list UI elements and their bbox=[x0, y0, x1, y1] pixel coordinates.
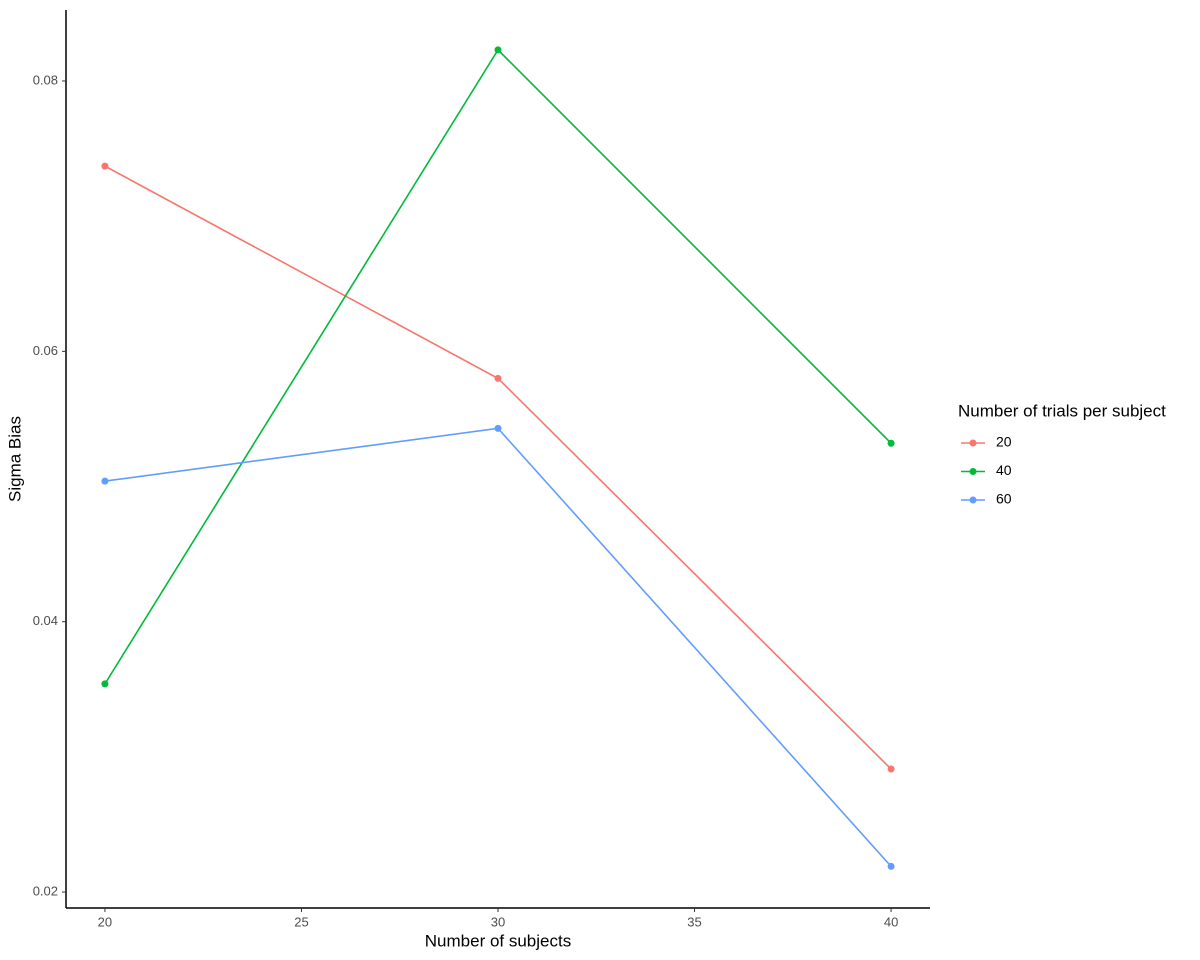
x-tick-label: 30 bbox=[491, 914, 505, 929]
x-tick-label: 25 bbox=[294, 914, 308, 929]
data-point bbox=[494, 424, 502, 432]
series-line bbox=[104, 165, 892, 770]
data-point bbox=[887, 862, 895, 870]
data-point bbox=[494, 374, 502, 382]
data-point bbox=[101, 477, 109, 485]
legend-label: 20 bbox=[996, 434, 1012, 450]
data-point bbox=[101, 162, 109, 170]
data-point bbox=[887, 765, 895, 773]
data-point bbox=[101, 680, 109, 688]
series-line bbox=[104, 48, 892, 685]
legend-title: Number of trials per subject bbox=[958, 401, 1166, 420]
legend-label: 40 bbox=[996, 462, 1012, 478]
x-tick-label: 20 bbox=[98, 914, 112, 929]
y-tick-label: 0.08 bbox=[33, 72, 58, 87]
y-axis-title: Sigma Bias bbox=[5, 416, 24, 502]
data-point bbox=[494, 46, 502, 54]
legend-label: 60 bbox=[996, 491, 1012, 507]
legend-key-point bbox=[969, 496, 977, 504]
y-tick-label: 0.06 bbox=[33, 343, 58, 358]
data-point bbox=[887, 439, 895, 447]
x-axis-title: Number of subjects bbox=[425, 931, 571, 950]
legend-key-point bbox=[969, 439, 977, 447]
y-tick-label: 0.04 bbox=[33, 613, 58, 628]
y-tick-label: 0.02 bbox=[33, 883, 58, 898]
x-tick-label: 40 bbox=[884, 914, 898, 929]
x-tick-label: 35 bbox=[687, 914, 701, 929]
legend-key-point bbox=[969, 468, 977, 475]
